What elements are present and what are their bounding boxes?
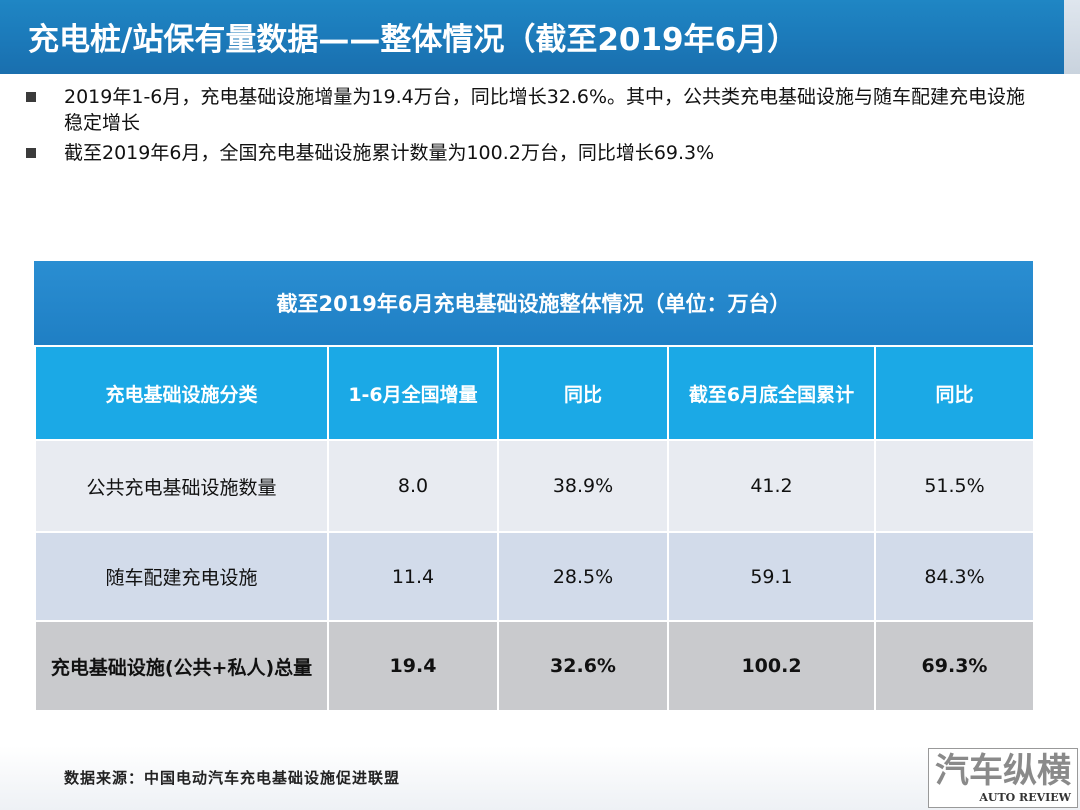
summary-table: 截至2019年6月充电基础设施整体情况（单位：万台） 充电基础设施分类 1-6月… <box>34 261 1035 712</box>
cell-yoy: 38.9% <box>497 439 669 533</box>
table-total-row: 充电基础设施(公共+私人)总量 19.4 32.6% 100.2 69.3% <box>34 620 1035 712</box>
cell-cumulative: 100.2 <box>667 620 876 712</box>
data-table: 充电基础设施分类 1-6月全国增量 同比 截至6月底全国累计 同比 公共充电基础… <box>34 345 1035 712</box>
header-yoy-increment: 同比 <box>497 345 669 441</box>
cell-increment: 11.4 <box>327 531 499 622</box>
cell-increment: 19.4 <box>327 620 499 712</box>
header-yoy-cumulative: 同比 <box>874 345 1035 441</box>
bullet-text: 2019年1-6月，充电基础设施增量为19.4万台，同比增长32.6%。其中，公… <box>64 86 1026 134</box>
page-title: 充电桩/站保有量数据——整体情况（截至2019年6月） <box>28 22 799 58</box>
footer-band <box>0 746 1080 810</box>
table-row: 随车配建充电设施 11.4 28.5% 59.1 84.3% <box>34 531 1035 622</box>
header-cumulative: 截至6月底全国累计 <box>667 345 876 441</box>
cell-cumulative: 59.1 <box>667 531 876 622</box>
cell-category: 随车配建充电设施 <box>34 531 329 622</box>
bullet-text: 截至2019年6月，全国充电基础设施累计数量为100.2万台，同比增长69.3% <box>64 142 715 164</box>
brand-logo: 汽车纵横 AUTO REVIEW <box>928 748 1078 808</box>
cell-yoy: 51.5% <box>874 439 1035 533</box>
cell-category: 充电基础设施(公共+私人)总量 <box>34 620 329 712</box>
square-bullet-icon <box>26 148 36 158</box>
cell-yoy: 84.3% <box>874 531 1035 622</box>
logo-subtitle: AUTO REVIEW <box>979 791 1071 804</box>
header-category: 充电基础设施分类 <box>34 345 329 441</box>
table-header-row: 充电基础设施分类 1-6月全国增量 同比 截至6月底全国累计 同比 <box>34 345 1035 441</box>
bullet-item: 2019年1-6月，充电基础设施增量为19.4万台，同比增长32.6%。其中，公… <box>24 84 1044 136</box>
bullet-item: 截至2019年6月，全国充电基础设施累计数量为100.2万台，同比增长69.3% <box>24 140 1044 166</box>
cell-category: 公共充电基础设施数量 <box>34 439 329 533</box>
header-h1-increment: 1-6月全国增量 <box>327 345 499 441</box>
table-title: 截至2019年6月充电基础设施整体情况（单位：万台） <box>34 261 1033 345</box>
cell-yoy: 69.3% <box>874 620 1035 712</box>
data-source-note: 数据来源：中国电动汽车充电基础设施促进联盟 <box>64 769 401 787</box>
table-row: 公共充电基础设施数量 8.0 38.9% 41.2 51.5% <box>34 439 1035 533</box>
cell-cumulative: 41.2 <box>667 439 876 533</box>
cell-increment: 8.0 <box>327 439 499 533</box>
bullet-list: 2019年1-6月，充电基础设施增量为19.4万台，同比增长32.6%。其中，公… <box>24 84 1044 170</box>
logo-wordmark: 汽车纵横 <box>935 751 1071 791</box>
title-bar: 充电桩/站保有量数据——整体情况（截至2019年6月） <box>0 0 1080 74</box>
square-bullet-icon <box>26 92 36 102</box>
cell-yoy: 32.6% <box>497 620 669 712</box>
cell-yoy: 28.5% <box>497 531 669 622</box>
